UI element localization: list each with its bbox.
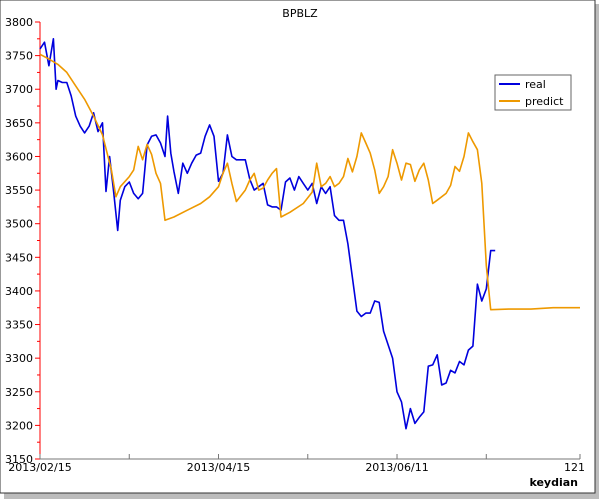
y-tick-label: 3150 (5, 453, 33, 466)
x-axis-title: keydian (529, 476, 578, 489)
y-tick-label: 3500 (5, 218, 33, 231)
axes: 3150 3200 3250 3300 3350 3400 3450 3500 3550 3600… (5, 16, 585, 474)
y-tick-label: 3300 (5, 352, 33, 365)
y-tick-label: 3550 (5, 184, 33, 197)
legend-label-predict: predict (525, 95, 564, 108)
legend: real predict (494, 74, 572, 111)
series-layer (39, 38, 580, 430)
y-tick-label: 3250 (5, 386, 33, 399)
y-tick-label: 3700 (5, 83, 33, 96)
y-tick-label: 3650 (5, 117, 33, 130)
y-tick-label: 3800 (5, 16, 33, 29)
y-tick-label: 3400 (5, 285, 33, 298)
y-tick-label: 3450 (5, 251, 33, 264)
legend-box (494, 74, 572, 111)
y-tick-label: 3600 (5, 150, 33, 163)
y-tick-label: 3350 (5, 319, 33, 332)
x-tick-label: 2013/04/15 (187, 461, 250, 474)
y-tick-label: 3750 (5, 50, 33, 63)
x-tick-label: 2013/06/11 (365, 461, 428, 474)
x-tick-label: 2013/02/15 (8, 461, 71, 474)
y-tick-label: 3200 (5, 419, 33, 432)
legend-label-real: real (525, 78, 546, 91)
x-tick-label: 121 (564, 461, 585, 474)
chart-frame (0, 0, 596, 494)
series-line-predict (39, 53, 580, 311)
chart-title: BPBLZ (282, 7, 318, 20)
